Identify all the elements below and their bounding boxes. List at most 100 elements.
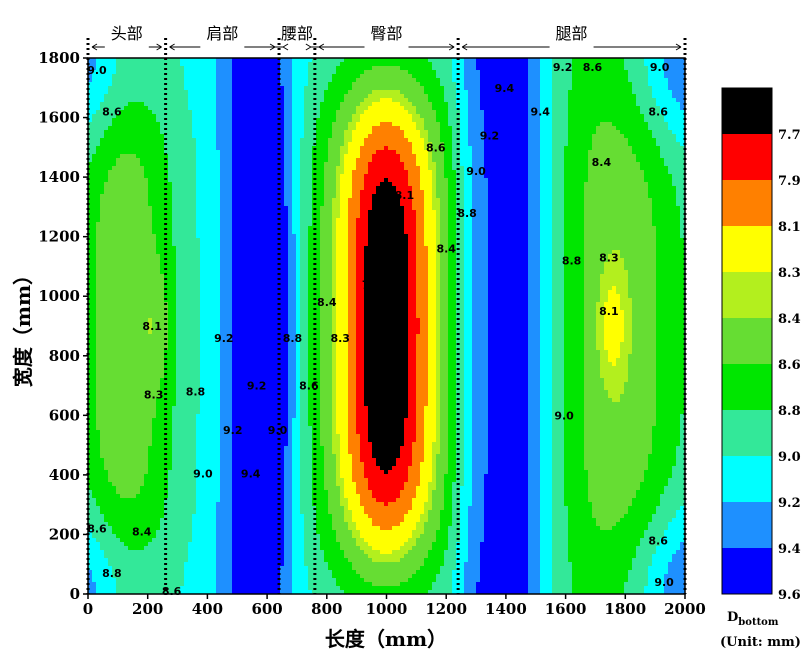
contour-cell bbox=[532, 134, 537, 139]
contour-cell bbox=[140, 190, 145, 195]
contour-cell bbox=[320, 102, 325, 107]
contour-cell bbox=[292, 142, 297, 147]
contour-cell bbox=[344, 94, 349, 99]
contour-cell bbox=[644, 98, 649, 103]
contour-cell bbox=[136, 130, 141, 135]
contour-cell bbox=[156, 58, 161, 63]
contour-cell bbox=[304, 114, 309, 119]
contour-cell bbox=[392, 122, 397, 127]
contour-cell bbox=[472, 106, 477, 111]
contour-cell bbox=[596, 186, 601, 191]
contour-cell bbox=[120, 154, 125, 159]
contour-cell bbox=[576, 158, 581, 163]
contour-cell bbox=[352, 146, 357, 151]
contour-cell bbox=[228, 66, 233, 71]
contour-cell bbox=[212, 158, 217, 163]
contour-cell bbox=[272, 106, 277, 111]
contour-cell bbox=[232, 154, 237, 159]
contour-cell bbox=[500, 154, 505, 159]
contour-cell bbox=[472, 122, 477, 127]
contour-cell bbox=[236, 174, 241, 179]
contour-cell bbox=[188, 94, 193, 99]
contour-cell bbox=[508, 62, 513, 67]
contour-cell bbox=[316, 102, 321, 107]
contour-cell bbox=[196, 130, 201, 135]
contour-cell bbox=[344, 162, 349, 167]
contour-cell bbox=[628, 58, 633, 63]
contour-cell bbox=[96, 66, 101, 71]
contour-cell bbox=[632, 62, 637, 67]
contour-cell bbox=[232, 138, 237, 143]
contour-cell bbox=[464, 82, 469, 87]
contour-cell bbox=[412, 166, 417, 171]
contour-cell bbox=[584, 106, 589, 111]
contour-cell bbox=[320, 78, 325, 83]
contour-cell bbox=[424, 78, 429, 83]
contour-cell bbox=[504, 142, 509, 147]
contour-cell bbox=[484, 70, 489, 75]
contour-cell bbox=[252, 62, 257, 67]
contour-cell bbox=[328, 98, 333, 103]
contour-cell bbox=[264, 150, 269, 155]
contour-cell bbox=[112, 62, 117, 67]
contour-cell bbox=[116, 86, 121, 91]
contour-cell bbox=[128, 122, 133, 127]
contour-cell bbox=[296, 82, 301, 87]
contour-cell bbox=[496, 118, 501, 123]
contour-cell bbox=[460, 62, 465, 67]
contour-cell bbox=[376, 122, 381, 127]
contour-cell bbox=[228, 78, 233, 83]
contour-cell bbox=[392, 90, 397, 95]
contour-cell bbox=[316, 146, 321, 151]
contour-cell bbox=[668, 186, 673, 191]
contour-cell bbox=[376, 162, 381, 167]
contour-cell bbox=[272, 138, 277, 143]
contour-cell bbox=[420, 170, 425, 175]
contour-cell bbox=[364, 58, 369, 63]
contour-cell bbox=[496, 170, 501, 175]
contour-cell bbox=[580, 182, 585, 187]
contour-cell bbox=[480, 106, 485, 111]
contour-cell bbox=[660, 142, 665, 147]
contour-cell bbox=[460, 78, 465, 83]
contour-cell bbox=[476, 78, 481, 83]
contour-cell bbox=[256, 166, 261, 171]
contour-cell bbox=[108, 146, 113, 151]
contour-cell bbox=[536, 142, 541, 147]
contour-cell bbox=[340, 158, 345, 163]
contour-cell bbox=[512, 142, 517, 147]
contour-cell bbox=[128, 142, 133, 147]
contour-cell bbox=[528, 154, 533, 159]
contour-cell bbox=[324, 138, 329, 143]
contour-cell bbox=[288, 130, 293, 135]
contour-cell bbox=[212, 186, 217, 191]
contour-cell bbox=[108, 134, 113, 139]
contour-cell bbox=[528, 162, 533, 167]
contour-cell bbox=[612, 126, 617, 131]
contour-cell bbox=[636, 106, 641, 111]
contour-cell bbox=[444, 70, 449, 75]
contour-cell bbox=[216, 82, 221, 87]
contour-cell bbox=[632, 122, 637, 127]
contour-cell bbox=[180, 66, 185, 71]
contour-cell bbox=[648, 58, 653, 63]
contour-cell bbox=[108, 182, 113, 187]
contour-cell bbox=[420, 166, 425, 171]
contour-cell bbox=[584, 90, 589, 95]
contour-cell bbox=[672, 102, 677, 107]
contour-cell bbox=[612, 162, 617, 167]
contour-cell bbox=[196, 146, 201, 151]
contour-cell bbox=[400, 122, 405, 127]
contour-cell bbox=[348, 122, 353, 127]
contour-cell bbox=[232, 58, 237, 63]
contour-cell bbox=[320, 142, 325, 147]
contour-cell bbox=[416, 166, 421, 171]
contour-cell bbox=[572, 146, 577, 151]
contour-cell bbox=[672, 118, 677, 123]
contour-cell bbox=[228, 126, 233, 131]
contour-cell bbox=[616, 70, 621, 75]
contour-cell bbox=[568, 110, 573, 115]
contour-cell bbox=[676, 122, 681, 127]
contour-cell bbox=[568, 98, 573, 103]
contour-cell bbox=[260, 162, 265, 167]
